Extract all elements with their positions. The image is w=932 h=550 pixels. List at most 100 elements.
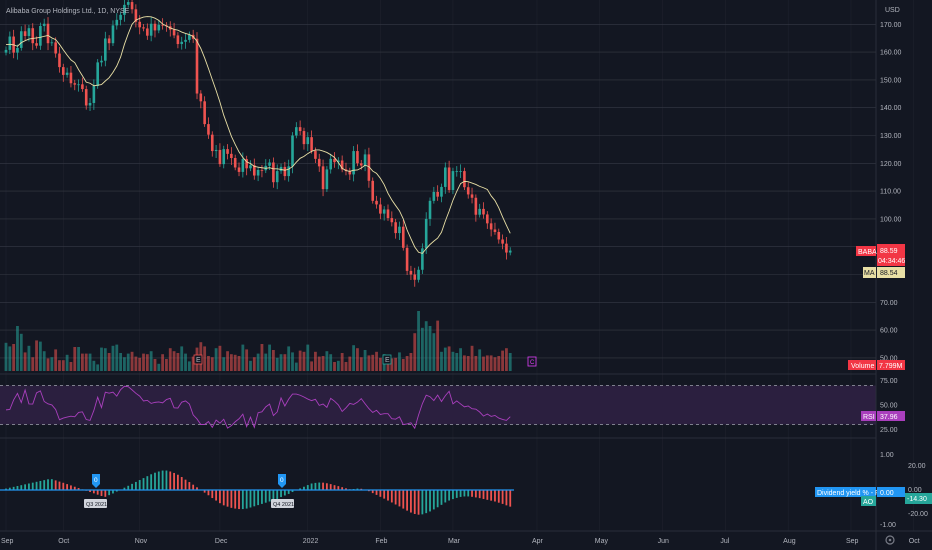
ao-bar (215, 489, 217, 501)
dividend-flag-q3[interactable]: 0 Q3 2021 (84, 474, 107, 508)
dividend-flag-value: 0 (280, 477, 284, 484)
event-marker-c[interactable]: C (527, 356, 537, 367)
candle-body (421, 248, 424, 270)
earnings-marker-e[interactable]: E (193, 354, 203, 365)
candle-body (19, 31, 23, 48)
ao-bar (249, 489, 252, 508)
ao-bar (398, 489, 401, 507)
earnings-marker-label: E (385, 357, 390, 364)
ao-bar (303, 486, 305, 490)
ao-bar (482, 489, 485, 499)
ao-bar (287, 489, 290, 494)
volume-bar (489, 355, 493, 371)
candle-body (501, 239, 504, 244)
time-tick-label: Jul (720, 538, 729, 545)
volume-bar (359, 357, 363, 371)
last-price-label: 88.59 (880, 248, 898, 255)
price-tick-label: 60.00 (880, 328, 898, 335)
ao-bar (12, 486, 15, 490)
ao-bar (329, 484, 332, 490)
time-axis[interactable]: Sep Oct Nov Dec 2022 Feb Mar Apr May Jun Jul Aug Sep… (1, 538, 920, 545)
earnings-marker-e[interactable]: E (382, 354, 392, 365)
candle-body (138, 21, 141, 28)
volume-bar (157, 363, 161, 371)
ao-bar (8, 487, 11, 490)
ao-bar (203, 489, 206, 493)
candle-body (46, 23, 50, 44)
chart-title: Alibaba Group Holdings Ltd., 1D, NYSE (6, 8, 130, 15)
candle-body (172, 29, 176, 36)
ao-bar (62, 482, 65, 490)
volume-bar (398, 352, 401, 371)
ao-bar (150, 474, 153, 490)
candle-body (245, 159, 248, 169)
time-tick-label: Sep (846, 538, 859, 545)
candle-body (333, 158, 336, 163)
ao-bar (337, 486, 340, 490)
time-tick-label: May (595, 538, 609, 545)
ao-bar (192, 484, 195, 490)
grid-lines (0, 0, 914, 531)
ao-bar (134, 481, 137, 490)
ao-bar (406, 489, 408, 511)
ao-bar (322, 482, 324, 490)
ao-bar (142, 478, 145, 490)
volume-bar (375, 351, 378, 371)
volume-bar (241, 344, 245, 371)
candles (4, 0, 512, 287)
volume-bar (27, 345, 31, 371)
candle-body (180, 41, 184, 45)
price-tick-label: 120.00 (880, 161, 902, 168)
candle-body (50, 42, 54, 44)
volume-bar (12, 344, 16, 371)
ao-bar (104, 489, 107, 497)
volume-bar (470, 345, 474, 371)
volume-bar (16, 326, 19, 371)
volume-bar (23, 352, 27, 371)
volume-bar (493, 357, 497, 371)
ma-tag-label: MA (864, 270, 875, 277)
ao-bar (497, 489, 500, 503)
candle-body (275, 171, 279, 183)
ao-bar (432, 489, 435, 510)
gear-icon[interactable] (885, 535, 895, 545)
ao-bar (138, 480, 141, 490)
price-tick-label: 140.00 (880, 105, 902, 112)
volume-bar (443, 347, 447, 371)
volume-bar (356, 348, 359, 371)
ao-bar (77, 488, 80, 490)
candle-body (195, 38, 199, 94)
dividend-flag-q4[interactable]: 0 Q4 2021 (271, 474, 294, 508)
event-marker-label: C (530, 360, 535, 366)
ao-bar (440, 489, 443, 505)
ao-bar (463, 489, 466, 497)
ao-tag: AO -14.30 (861, 493, 932, 506)
volume-bar (65, 354, 69, 371)
candle-body (111, 25, 115, 44)
volume-bar (420, 327, 424, 371)
candle-body (42, 23, 46, 26)
ao-bar (35, 481, 38, 490)
ao-bar (28, 483, 30, 490)
volume-bar (130, 351, 134, 371)
ao-bar (280, 489, 282, 498)
rsi-tag: RSI 37.96 (861, 411, 905, 421)
candle-body (214, 149, 218, 152)
ao-bar (169, 471, 172, 490)
volume-bar (252, 357, 256, 371)
candle-body (508, 250, 512, 253)
candle-body (146, 28, 149, 36)
ao-bar (390, 489, 393, 503)
volume-bar (77, 347, 80, 371)
candle-body (310, 137, 313, 151)
candle-body (272, 162, 275, 183)
ao-bar (219, 489, 221, 504)
volume-bar (466, 356, 470, 371)
volume-bar (340, 353, 344, 371)
candle-body (367, 154, 371, 181)
volume-bar (455, 353, 459, 371)
volume-bar (440, 351, 443, 371)
candle-body (329, 158, 332, 170)
ao-bar (509, 489, 512, 507)
